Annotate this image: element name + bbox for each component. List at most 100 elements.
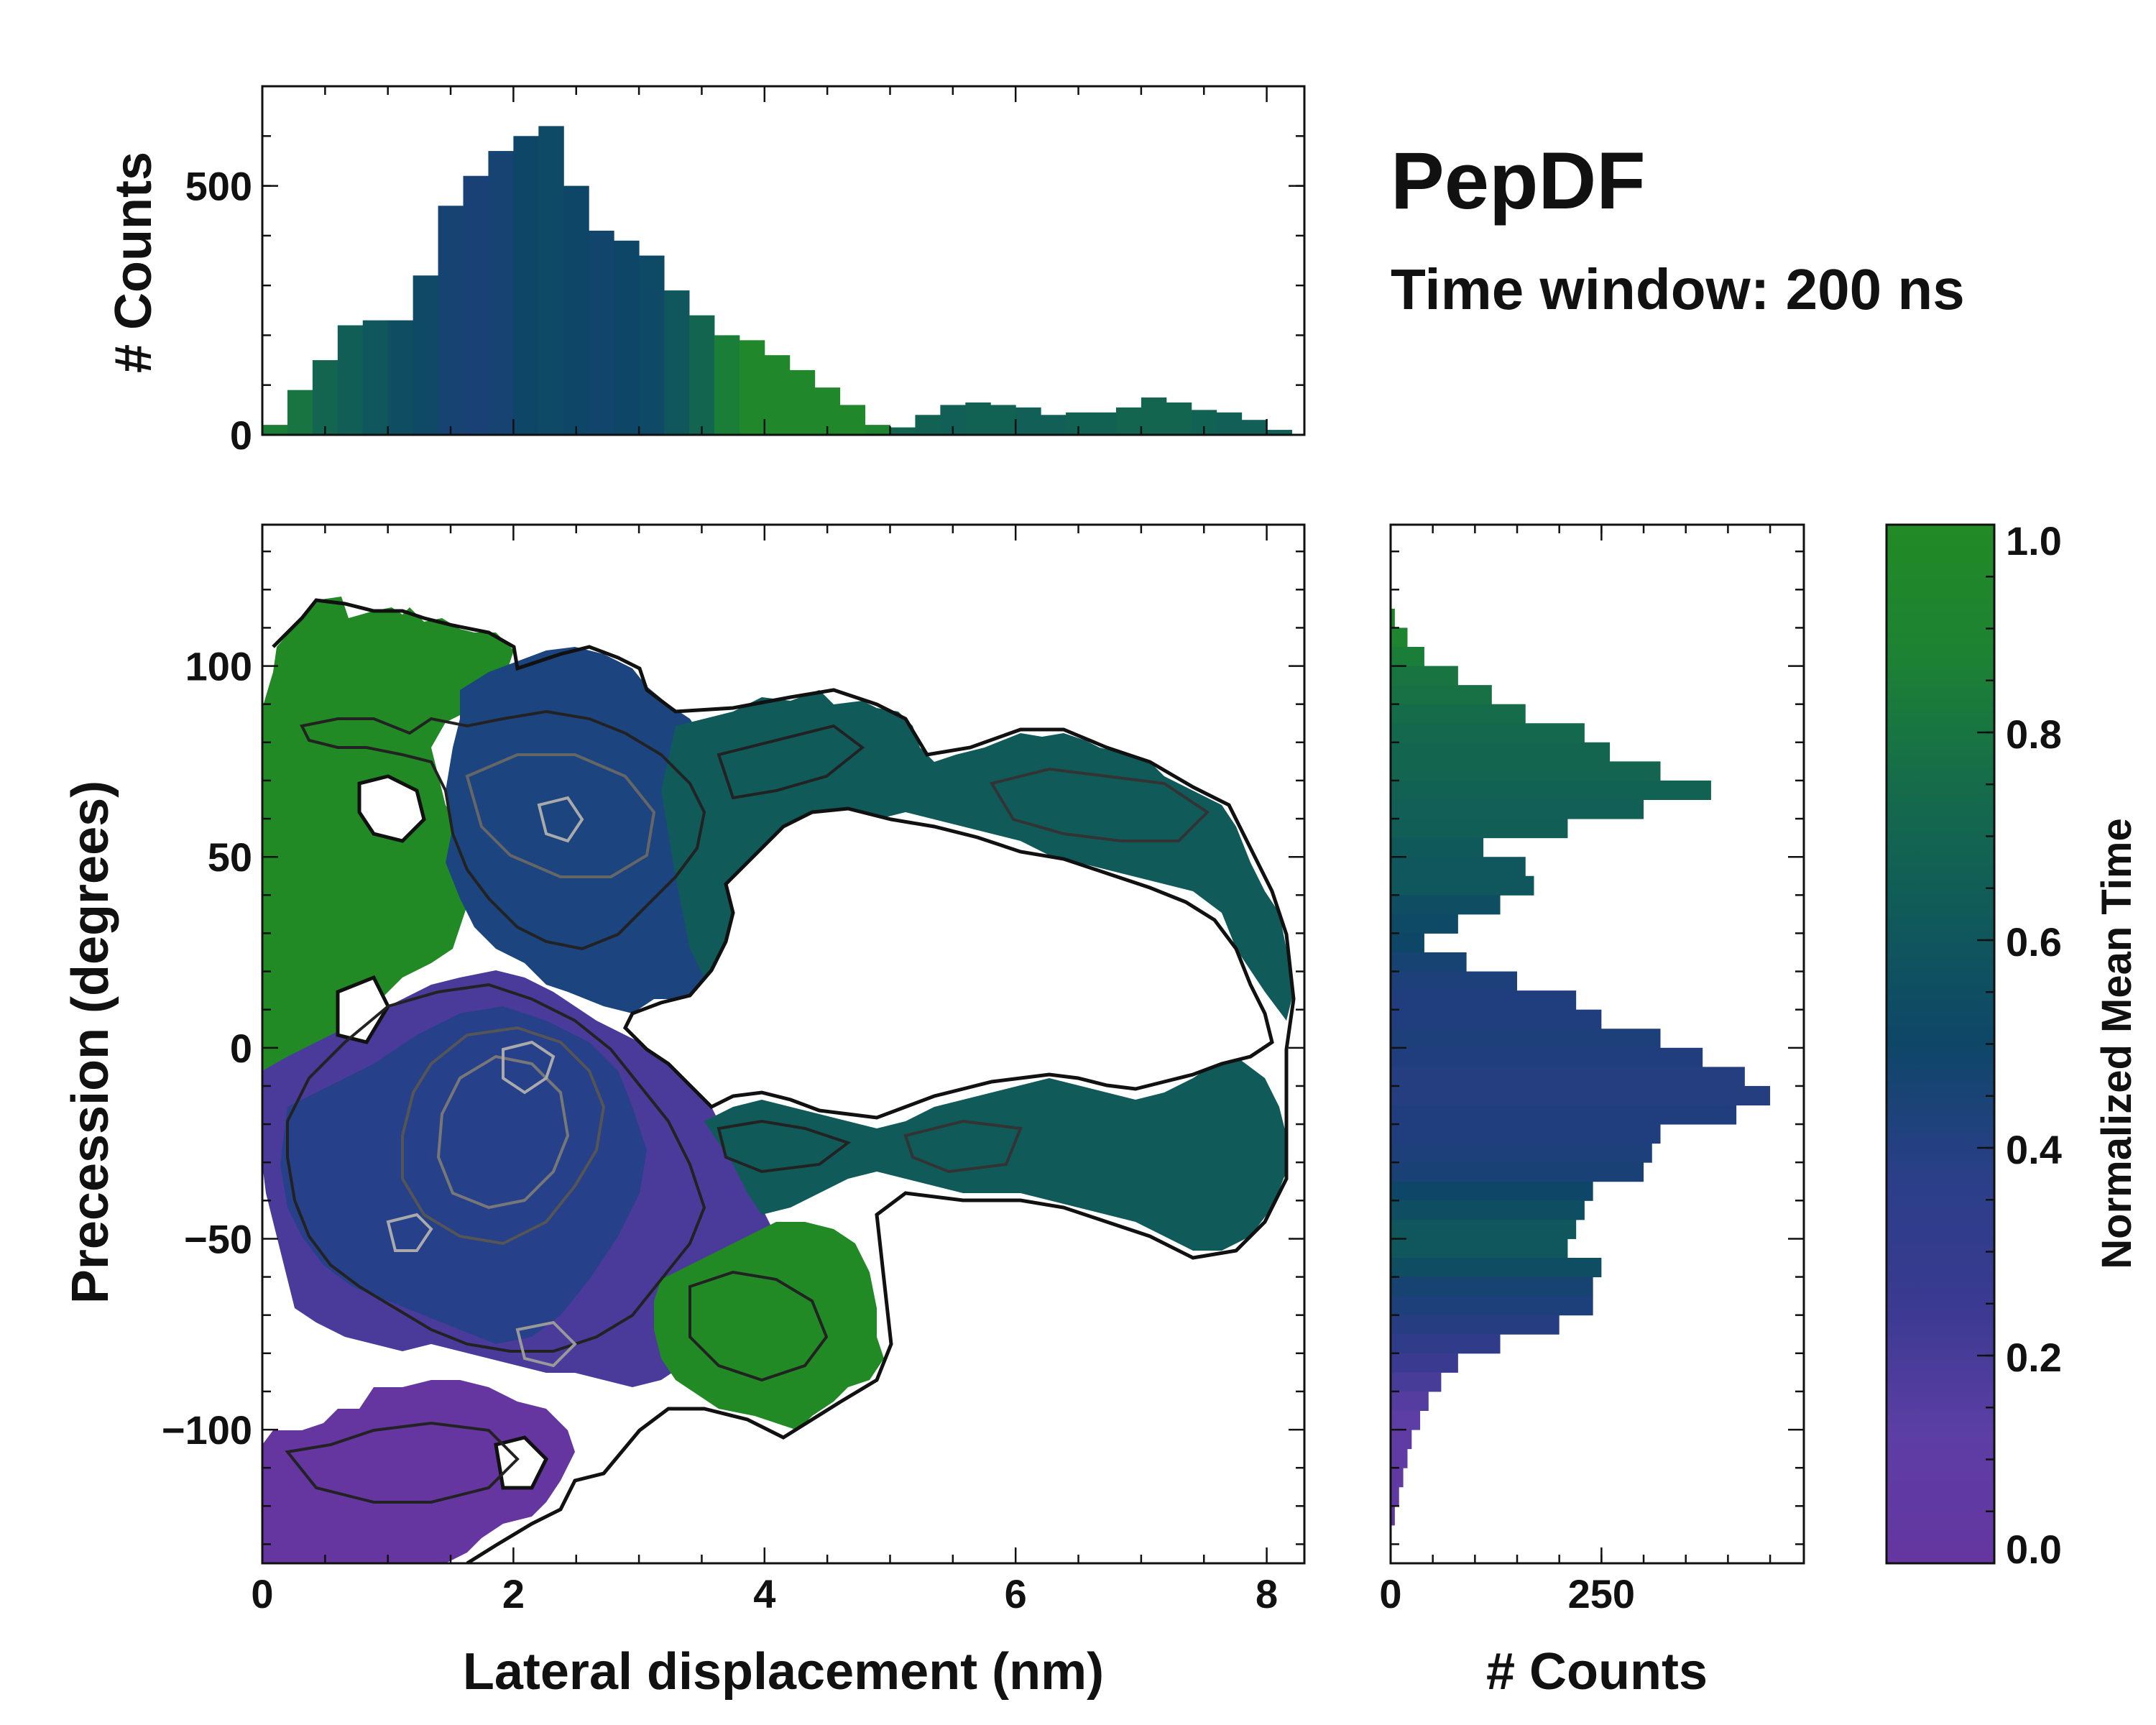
main-ytick-label: −50 [184, 1216, 252, 1261]
colorbar-ticks: 0.0 0.2 0.4 0.6 0.8 1.0 [1977, 518, 2062, 1572]
main-ytick-label: 50 [208, 834, 252, 880]
top-hist-bar [614, 240, 640, 435]
right-hist-bar [1391, 1238, 1568, 1259]
top-hist-ytick-label: 500 [185, 164, 252, 209]
contour-inner-1 [502, 1040, 556, 1095]
right-hist-bar [1391, 666, 1458, 686]
contour-lines [285, 709, 1210, 1504]
right-hist-bar [1391, 1009, 1602, 1029]
top-hist-bar [915, 415, 941, 435]
main-xtick-label: 4 [753, 1571, 775, 1616]
right-hist-bar [1391, 914, 1458, 934]
top-hist-bar [1015, 407, 1041, 435]
contour-inner-2 [386, 1213, 433, 1252]
colorbar: 0.0 0.2 0.4 0.6 0.8 1.0 Normalized Mean Time [1885, 518, 2140, 1572]
top-hist-bar [739, 340, 765, 435]
heatmap-cells [262, 597, 1294, 1563]
chart-subtitle: Time window: 200 ns [1391, 257, 1965, 321]
top-hist-bar [789, 369, 816, 435]
top-hist-bar [337, 325, 364, 435]
right-hist-bar [1391, 837, 1484, 857]
top-hist-bar [589, 230, 614, 435]
colorbar-tick-label: 0.8 [2006, 712, 2062, 757]
right-hist-xtick-label: 250 [1568, 1571, 1635, 1616]
colorbar-tick-label: 0.4 [2006, 1127, 2062, 1172]
contour-green-lobe [688, 1270, 829, 1382]
right-hist-bar [1391, 1029, 1661, 1049]
top-hist-bar [1241, 420, 1268, 435]
region-lower-right-green [654, 1222, 884, 1430]
right-hist-bar [1391, 1143, 1652, 1163]
top-hist-bar [513, 136, 539, 435]
region-lower-arm [704, 1057, 1286, 1251]
contour-bottom [285, 1421, 520, 1504]
right-hist-bar [1391, 1067, 1745, 1087]
contour-upper-mid [465, 753, 656, 878]
right-hist-bar [1391, 1468, 1404, 1488]
top-histogram-frame [261, 85, 1306, 436]
main-ytick-label: 0 [230, 1026, 252, 1071]
main-ylabel: Precession (degrees) [62, 781, 119, 1304]
top-hist-bar [413, 275, 439, 435]
right-hist-bar [1391, 1085, 1771, 1105]
right-hist-bar [1391, 1506, 1395, 1526]
right-hist-bar [1391, 1315, 1560, 1335]
right-hist-bar [1391, 647, 1424, 667]
right-hist-bar [1391, 990, 1577, 1011]
top-hist-bar [1041, 415, 1067, 435]
top-hist-bar [639, 255, 665, 435]
top-hist-bar [387, 320, 414, 435]
right-hist-bar [1391, 1296, 1593, 1316]
right-hist-bar [1391, 685, 1492, 705]
top-hist-bar [1115, 407, 1142, 435]
heatmap-holes [336, 774, 1274, 1490]
top-hist-bar [287, 390, 313, 435]
top-hist-bar [362, 320, 389, 435]
top-hist-bar [438, 206, 464, 435]
contour-upper-arm-2 [989, 767, 1210, 842]
region-core-inner [280, 1006, 647, 1344]
contour-mid-2 [436, 1054, 570, 1210]
right-hist-bar [1391, 895, 1501, 915]
density-boundary [272, 598, 1296, 1563]
chart-title: PepDF [1391, 136, 1646, 226]
right-hist-bar [1391, 723, 1585, 743]
top-hist-bar [688, 315, 715, 435]
main-ticks: 0 2 4 6 8 −100 −50 0 50 100 [162, 525, 1304, 1616]
right-histogram-frame [1389, 523, 1805, 1565]
right-hist-bar [1391, 780, 1711, 800]
right-hist-bar [1391, 1430, 1412, 1450]
hole-small-2 [336, 975, 390, 1044]
top-hist-bar [990, 405, 1016, 435]
top-hist-bar [312, 360, 338, 435]
top-hist-bar [1266, 430, 1293, 435]
right-hist-bar [1391, 1047, 1703, 1067]
right-hist-bar [1391, 1486, 1399, 1506]
top-hist-ytick-label: 0 [230, 413, 252, 458]
contour-outer-2 [286, 983, 706, 1353]
top-histogram-ylabel: # Counts [105, 152, 162, 373]
right-hist-bar [1391, 608, 1395, 628]
region-bottom-purple [262, 1380, 575, 1563]
colorbar-label: Normalized Mean Time [2093, 818, 2140, 1269]
contour-lower-arm-2 [903, 1119, 1023, 1174]
contour-inner-3 [515, 1320, 577, 1368]
main-xtick-label: 6 [1005, 1571, 1027, 1616]
right-hist-bar [1391, 1162, 1644, 1182]
hole-small-1 [357, 774, 426, 843]
colorbar-tick-label: 0.6 [2006, 919, 2062, 965]
top-hist-bar [538, 126, 564, 435]
right-hist-bar [1391, 1410, 1421, 1430]
right-histogram-bars [1391, 608, 1771, 1526]
right-hist-xtick-label: 0 [1379, 1571, 1401, 1616]
right-hist-bar [1391, 875, 1534, 896]
top-histogram-ticks: 0 500 [185, 85, 1304, 458]
colorbar-tick-label: 0.2 [2006, 1335, 2062, 1380]
top-hist-bar [488, 151, 514, 435]
right-hist-bar [1391, 1448, 1408, 1468]
right-hist-bar [1391, 1276, 1593, 1297]
right-hist-bar [1391, 819, 1568, 839]
right-hist-bar [1391, 1105, 1737, 1125]
top-hist-bar [714, 335, 740, 435]
